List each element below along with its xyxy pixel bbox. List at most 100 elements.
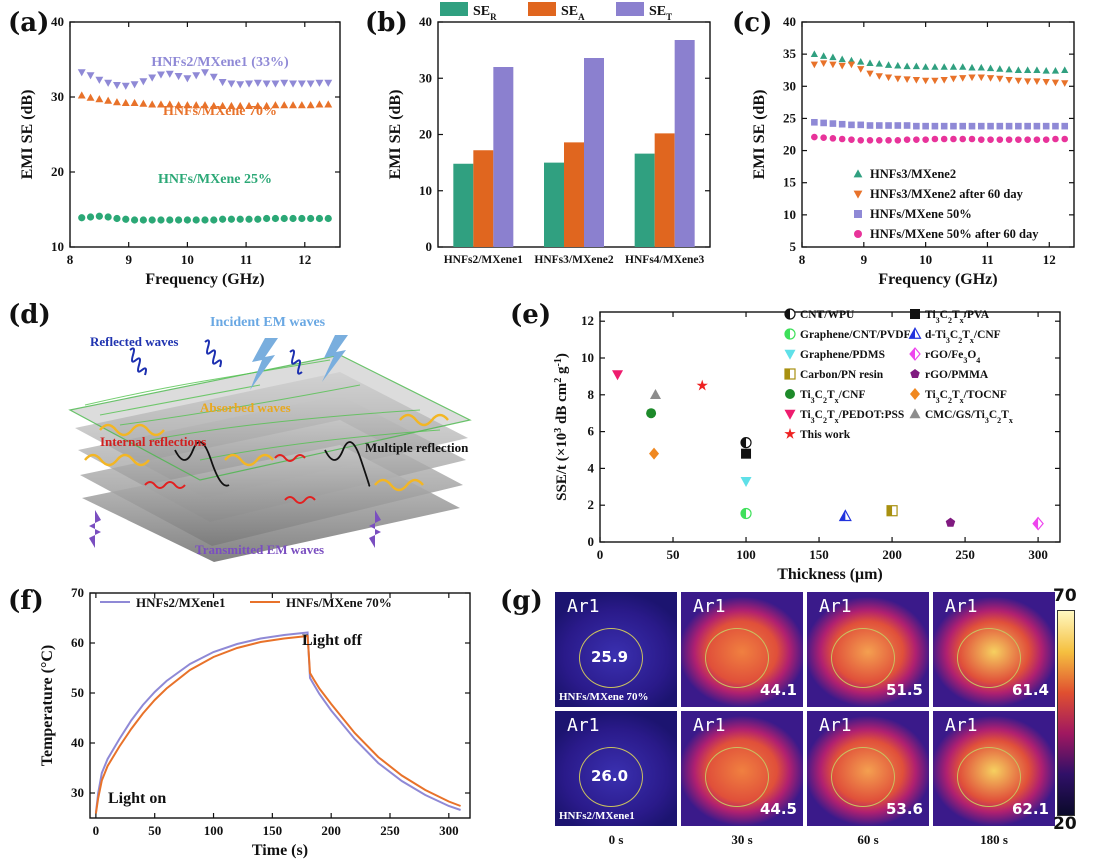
data-point-2 — [174, 216, 183, 224]
legend-label-4: Graphene/PDMS — [800, 349, 885, 361]
data-point-3 — [857, 136, 865, 144]
series-line-0 — [94, 631, 461, 814]
legend-part: Ti — [925, 309, 936, 321]
data-point-3 — [903, 136, 911, 143]
series-label-1: HNFs/MXene 70% — [163, 104, 277, 119]
data-point-0 — [218, 78, 227, 87]
data-point-0 — [306, 80, 315, 88]
data-point-2 — [1024, 122, 1031, 130]
legend-part: /TOCNF — [963, 389, 1007, 401]
legend-part: Ti — [800, 409, 811, 421]
data-point-2 — [113, 214, 121, 223]
roi-label: Ar1 — [819, 596, 852, 617]
data-point-3 — [977, 136, 985, 143]
x-tick-label: 9 — [861, 252, 868, 267]
data-point-2 — [1033, 122, 1041, 130]
label-absorbed: Absorbed waves — [200, 400, 291, 415]
data-point-3 — [866, 136, 874, 144]
legend-marker-4 — [784, 349, 796, 360]
legend-marker-11 — [909, 408, 921, 419]
data-point-3 — [838, 135, 846, 143]
data-point-0 — [121, 82, 130, 90]
legend-part: 2 — [823, 416, 827, 425]
legend-label-0: HNFs3/MXene2 — [870, 167, 956, 181]
data-point-1 — [1061, 80, 1069, 87]
data-point-0 — [174, 72, 183, 81]
y-tick-label: 20 — [51, 164, 64, 179]
legend-label-T: SET — [649, 4, 672, 22]
color-scale-bar — [1057, 610, 1075, 816]
thermal-cell: Ar1 61.4 — [933, 592, 1055, 707]
data-point-0 — [245, 80, 253, 88]
thermal-cell: Ar1 44.1 — [681, 592, 803, 707]
data-point-0 — [1061, 66, 1069, 74]
data-point-6 — [886, 505, 898, 517]
x-tick-label: 150 — [263, 823, 283, 838]
data-point-1 — [315, 100, 324, 108]
legend-swatch-A — [528, 2, 556, 16]
roi-label: Ar1 — [945, 715, 978, 736]
x-tick-label: 10 — [181, 252, 194, 267]
legend-sub-R: R — [490, 12, 497, 22]
annotation-light-on: Light on — [108, 790, 166, 807]
data-point-1 — [209, 101, 218, 110]
data-point-1 — [148, 100, 157, 108]
legend-label-0: HNFs2/MXene1 — [136, 595, 226, 610]
schematic-d-shielding-mechanism: Incident EM waves Reflected waves Absorb… — [68, 315, 472, 562]
data-point-0 — [262, 80, 271, 88]
data-point-0 — [95, 76, 104, 84]
data-point-0 — [271, 80, 280, 88]
legend-part: 2 — [997, 416, 1001, 425]
series-line-1 — [94, 634, 461, 814]
data-point-3 — [1005, 136, 1013, 143]
legend-part: /PEDOT:PSS — [838, 409, 905, 421]
data-point-1 — [139, 99, 148, 107]
data-point-2 — [848, 121, 855, 129]
x-axis-label: Thickness (μm) — [777, 566, 883, 583]
temperature-reading: 26.0 — [591, 767, 629, 785]
legend-marker-1 — [853, 190, 863, 199]
chart-f-temperature-time: 30 40 50 60 70 0 50 100 150 200 250 300 Time (s) Temp… — [39, 585, 471, 859]
data-point-2 — [130, 216, 139, 224]
y-tick-label: 40 — [71, 735, 84, 750]
x-tick-label: 8 — [799, 252, 806, 267]
legend-part: C — [950, 329, 958, 341]
internal-reflections — [144, 454, 316, 504]
bar-R-0 — [453, 163, 474, 247]
y-tick-label: 60 — [71, 635, 84, 650]
legend-part: x — [1009, 416, 1013, 425]
data-point-0 — [875, 59, 883, 67]
sample-name: HNFs/MXene 70% — [559, 691, 649, 703]
legend-marker-12 — [784, 428, 796, 439]
legend-swatch-R — [440, 2, 468, 16]
multiple-reflection-path — [174, 441, 371, 487]
x-tick-label: 11 — [981, 252, 993, 267]
time-label: 30 s — [731, 832, 753, 847]
data-point-2 — [86, 213, 95, 221]
legend-part: C — [815, 389, 823, 401]
data-point-3 — [875, 136, 883, 144]
data-point-0 — [810, 50, 818, 57]
data-point-0 — [139, 78, 148, 86]
legend-part: x — [835, 396, 839, 405]
y-tick-label: 0 — [588, 534, 595, 549]
legend-label-1: Ti3C2Tx/PVA — [925, 309, 990, 325]
data-point-1 — [165, 100, 174, 108]
x-tick-label: 8 — [67, 252, 74, 267]
data-point-1 — [130, 98, 139, 107]
data-point-2 — [977, 122, 985, 130]
y-tick-label: 15 — [783, 175, 797, 190]
y-tick-label: 35 — [783, 46, 797, 61]
data-point-1 — [1014, 77, 1022, 85]
y-tick-label: 10 — [51, 239, 64, 254]
data-point-0 — [940, 63, 948, 70]
data-point-2 — [201, 216, 209, 224]
data-point-3 — [1061, 135, 1069, 143]
y-axis-label-part: -1 — [553, 358, 564, 366]
transmitted-waves — [89, 510, 381, 548]
legend-part: C — [940, 309, 948, 321]
chart-a-emi-frequency: 10 20 30 40 8 9 10 11 12 Frequency (GHz) EMI SE (d… — [19, 14, 341, 288]
legend-marker-0 — [784, 308, 796, 320]
roi-circle — [831, 747, 895, 807]
data-point-0 — [740, 437, 752, 449]
